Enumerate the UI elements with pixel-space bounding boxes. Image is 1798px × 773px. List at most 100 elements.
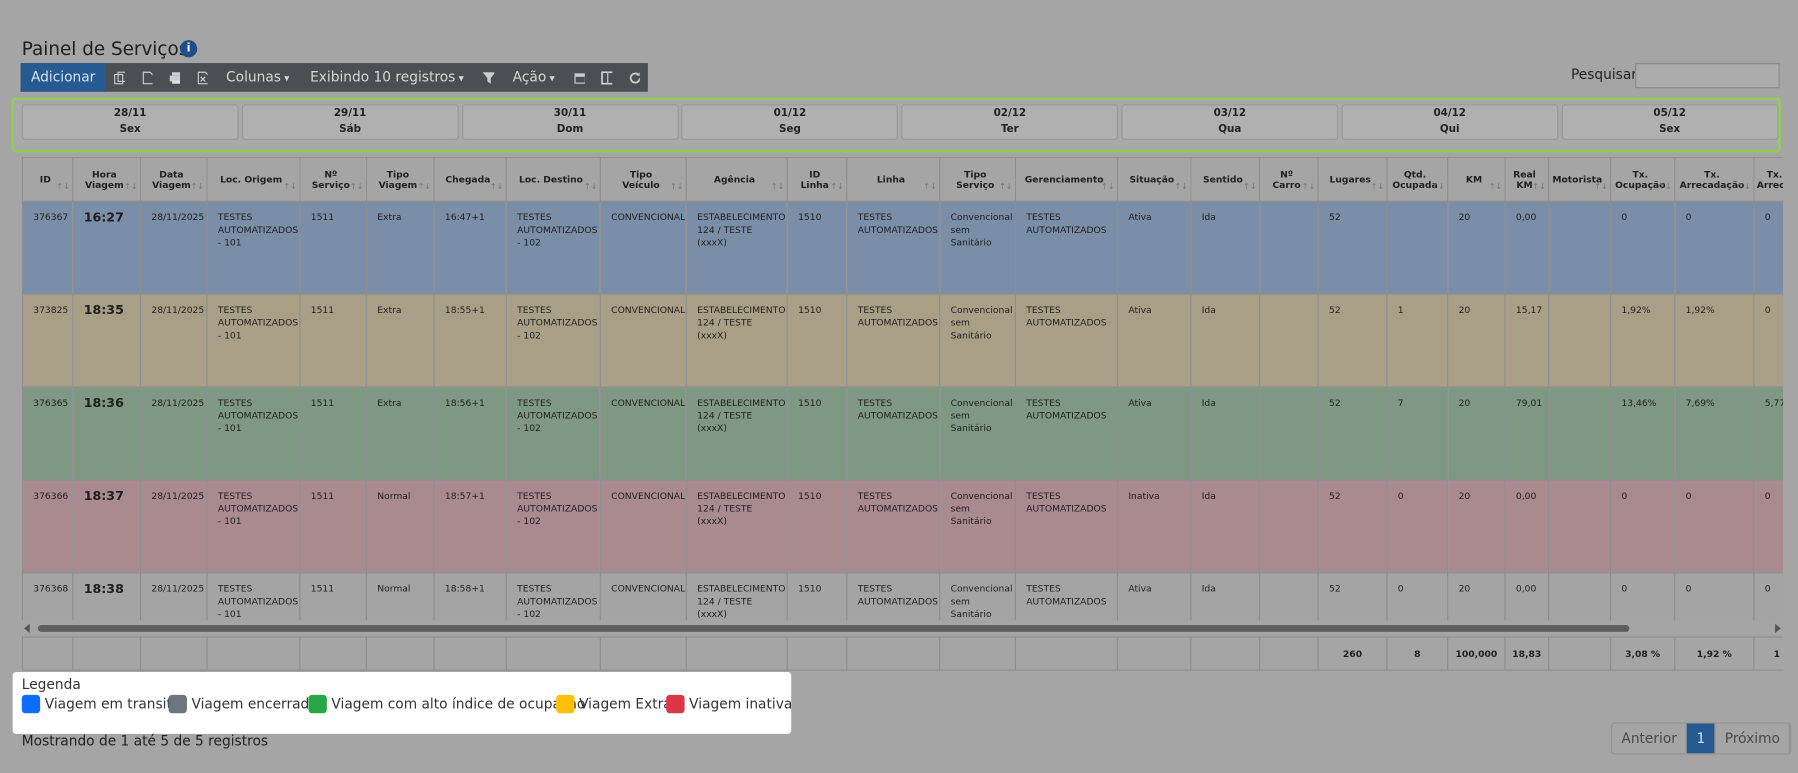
table-cell: TESTES AUTOMATIZADOS [846, 386, 941, 481]
excel-icon[interactable] [196, 71, 208, 85]
legend-swatch [666, 694, 685, 714]
legend-swatch [308, 694, 327, 714]
table-cell: 1510 [786, 293, 848, 388]
table-cell: TESTES AUTOMATIZADOS - 101 [206, 293, 301, 388]
column-header[interactable]: Linha [846, 157, 941, 202]
day-label: Ter [1000, 123, 1019, 136]
table-cell: TESTES AUTOMATIZADOS [846, 479, 941, 574]
table-container: IDHora ViagemData ViagemLoc. OrigemNº Se… [21, 157, 1784, 621]
day-label: Qua [1218, 123, 1242, 136]
table-cell: 28/11/2025 [139, 572, 208, 621]
date-tab[interactable]: 28/11 Sex [21, 104, 239, 140]
legend-item: Viagem em transito [21, 694, 180, 714]
column-header[interactable]: Nº Carro [1259, 157, 1319, 202]
column-header[interactable]: KM [1447, 157, 1506, 202]
info-icon[interactable]: i [180, 40, 198, 58]
table-cell: Extra [365, 293, 435, 388]
table-cell: 20 [1447, 479, 1506, 574]
column-header[interactable]: Agência [685, 157, 788, 202]
table-row: 376367 16:27 28/11/2025 TESTES AUTOMATIZADO… [21, 200, 1784, 295]
print-icon[interactable] [168, 71, 181, 85]
column-header[interactable]: Real KM [1504, 157, 1550, 202]
column-header[interactable]: Gerenciamento [1014, 157, 1119, 202]
table-cell [1548, 200, 1612, 295]
column-header[interactable]: Loc. Destino [505, 157, 601, 202]
table-cell: 18:58+1 [433, 572, 507, 621]
column-header[interactable]: ID [21, 157, 74, 202]
table-cell: ESTABELECIMENTO 124 / TESTE (xxxX) [685, 200, 788, 295]
day-label: Sex [1659, 123, 1681, 136]
horizontal-scrollbar[interactable] [22, 623, 1783, 634]
layout-icon[interactable] [600, 70, 613, 85]
date-tab[interactable]: 30/11 Dom [461, 104, 679, 140]
column-header[interactable]: Loc. Origem [206, 157, 301, 202]
table-cell: ESTABELECIMENTO 124 / TESTE (xxxX) [685, 386, 788, 481]
table-cell: 13,46% [1609, 386, 1676, 481]
table-cell: TESTES AUTOMATIZADOS - 102 [505, 479, 601, 574]
table-cell: 0 [1609, 479, 1676, 574]
table-cell: Ida [1190, 572, 1261, 621]
page-button[interactable]: Próximo [1716, 723, 1791, 754]
legend-label: Viagem inativa [689, 696, 793, 713]
column-header[interactable]: Motorista [1548, 157, 1612, 202]
page-button[interactable]: Anterior [1612, 723, 1688, 754]
total-cell: 1,92 % [1674, 636, 1755, 671]
column-header[interactable]: Nº Serviço [299, 157, 367, 202]
table-row: 373825 18:35 28/11/2025 TESTES AUTOMATIZADO… [21, 293, 1784, 388]
table-cell: 28/11/2025 [139, 386, 208, 481]
date-tab[interactable]: 03/12 Qua [1121, 104, 1339, 140]
page-size-dropdown[interactable]: Exibindo 10 registros [300, 63, 474, 92]
column-header[interactable]: Data Viagem [139, 157, 208, 202]
filter-icon[interactable] [482, 71, 495, 85]
table-cell: 1,92% [1674, 293, 1755, 388]
page-button[interactable]: 1 [1687, 723, 1716, 754]
column-header[interactable]: Tx. Ocupação [1609, 157, 1676, 202]
column-header[interactable]: ID Linha [786, 157, 848, 202]
date-tab[interactable]: 01/12 Seg [681, 104, 899, 140]
total-cell [206, 636, 301, 671]
total-cell [1190, 636, 1261, 671]
table-cell: 20 [1447, 200, 1506, 295]
total-cell [72, 636, 142, 671]
column-header[interactable]: Tx. Arrecadação [1674, 157, 1755, 202]
date-tab[interactable]: 05/12 Sex [1561, 104, 1779, 140]
column-header[interactable]: Tipo Serviço [939, 157, 1016, 202]
column-header[interactable]: Situação [1116, 157, 1192, 202]
table-cell: TESTES AUTOMATIZADOS - 102 [505, 293, 601, 388]
column-header[interactable]: Chegada [433, 157, 507, 202]
copy-icon[interactable] [114, 71, 125, 85]
table-cell: CONVENCIONAL [599, 293, 687, 388]
column-header[interactable]: Sentido [1190, 157, 1261, 202]
columns-dropdown[interactable]: Colunas [216, 63, 300, 92]
action-dropdown[interactable]: Ação [502, 63, 565, 92]
records-info: Mostrando de 1 até 5 de 5 registros [21, 732, 269, 749]
date-tab[interactable]: 04/12 Qui [1341, 104, 1559, 140]
table-cell [1259, 479, 1319, 574]
column-header[interactable]: Lugares [1317, 157, 1388, 202]
date-label: 30/11 [553, 107, 587, 120]
table-cell: 1511 [299, 200, 367, 295]
date-tab[interactable]: 29/11 Sáb [241, 104, 459, 140]
table-cell: 1510 [786, 386, 848, 481]
date-tab[interactable]: 02/12 Ter [901, 104, 1119, 140]
table-cell: TESTES AUTOMATIZADOS - 102 [505, 200, 601, 295]
table-cell: CONVENCIONAL [599, 200, 687, 295]
day-label: Seg [779, 123, 801, 136]
table-cell: 0 [1609, 572, 1676, 621]
column-header[interactable]: Hora Viagem [72, 157, 142, 202]
total-cell: 8 [1386, 636, 1449, 671]
search-input[interactable] [1635, 63, 1780, 89]
table-cell: 376366 [21, 479, 74, 574]
column-header[interactable]: Tipo Viagem [365, 157, 435, 202]
calendar-icon[interactable] [573, 71, 585, 85]
pdf-icon[interactable] [141, 71, 153, 85]
table-cell: 1511 [299, 479, 367, 574]
date-label: 03/12 [1213, 107, 1247, 120]
column-header[interactable]: Tipo Veículo [599, 157, 687, 202]
legend-swatch [556, 694, 575, 714]
add-button[interactable]: Adicionar [20, 63, 106, 92]
refresh-icon[interactable] [629, 71, 640, 85]
column-header[interactable]: Tx. Arrecadação [1753, 157, 1784, 202]
column-header[interactable]: Qtd. Ocupada [1386, 157, 1449, 202]
